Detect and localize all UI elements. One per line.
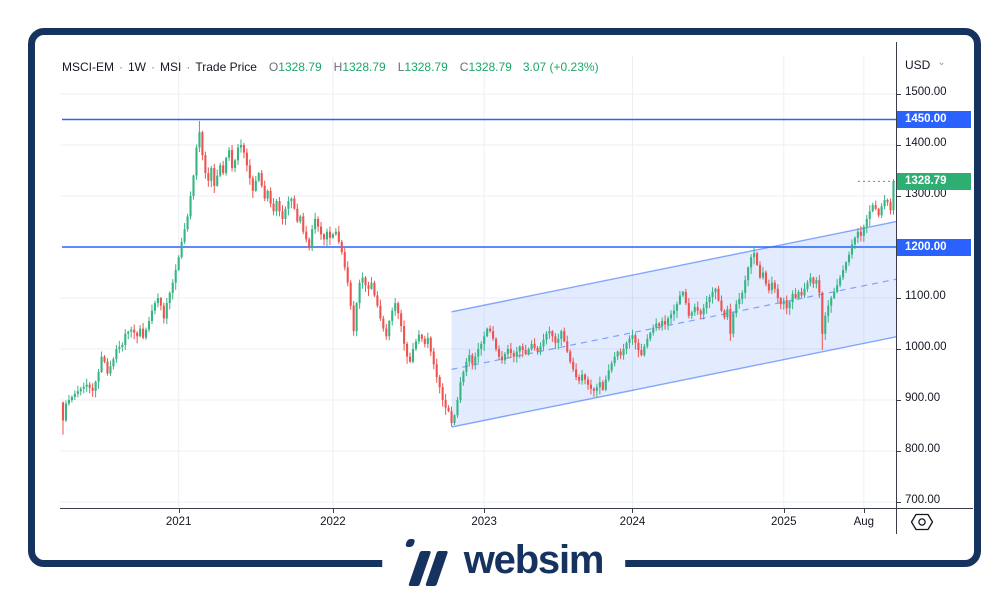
- close-value: C1328.79: [459, 60, 512, 74]
- currency-label: USD: [905, 58, 931, 72]
- price-tick-mark: [897, 298, 901, 299]
- change-value: 3.07 (+0.23%): [522, 60, 599, 74]
- feed-label: MSI: [160, 60, 182, 74]
- price-tick-mark: [897, 196, 901, 197]
- interval-label[interactable]: 1W: [128, 60, 146, 74]
- legend-separator: ·: [186, 60, 191, 74]
- low-value: L1328.79: [397, 60, 448, 74]
- price-tick-label: 900.00: [905, 392, 941, 404]
- price-tick-mark: [897, 502, 901, 503]
- websim-logo: websim: [381, 533, 626, 591]
- trend-channel[interactable]: [451, 221, 896, 428]
- open-value: O1328.79: [268, 60, 322, 74]
- chevron-down-icon: ⌄: [937, 57, 946, 68]
- time-tick-2024: 2024: [619, 516, 646, 528]
- price-badge-1200.00: 1200.00: [897, 238, 971, 256]
- chart-legend[interactable]: MSCI-EM · 1W · MSI · Trade Price O1328.7…: [62, 60, 599, 74]
- price-axis[interactable]: USD ⌄ 1500.00 1400.00 1300.00 1200.00 1100.0…: [897, 56, 973, 508]
- time-tick-mark: [332, 509, 334, 513]
- price-tick-label: 1100.00: [905, 290, 946, 302]
- price-tick-label: 800.00: [905, 443, 941, 455]
- price-badge-1328.79: 1328.79: [897, 172, 971, 190]
- websim-logo-icon: [404, 538, 449, 586]
- price-tick-mark: [897, 145, 901, 146]
- price-badge-1450.00: 1450.00: [897, 111, 971, 128]
- time-tick-mark: [178, 509, 180, 513]
- axis-corner: [897, 508, 973, 534]
- candles-layer: [61, 121, 895, 435]
- candlestick-plot[interactable]: [60, 56, 896, 508]
- price-tick-mark: [897, 349, 901, 350]
- price-tick-label: 700.00: [905, 494, 941, 506]
- time-axis[interactable]: 2021 2022 2023 2024 2025 Aug: [60, 508, 896, 534]
- time-tick-2023: 2023: [471, 516, 497, 528]
- legend-separator: ·: [119, 60, 123, 74]
- time-tick-2025: 2025: [770, 516, 797, 528]
- series-label: Trade Price: [195, 60, 257, 74]
- price-tick-mark: [897, 94, 901, 95]
- price-axis-separator: [896, 42, 897, 534]
- symbol-name[interactable]: MSCI-EM: [62, 60, 114, 74]
- price-tick-label: 1400.00: [905, 137, 947, 149]
- time-tick-mark: [632, 509, 634, 513]
- time-tick-mark: [484, 509, 486, 513]
- time-tick-Aug: Aug: [853, 516, 875, 528]
- time-tick-2022: 2022: [320, 516, 346, 528]
- high-value: H1328.79: [333, 60, 386, 74]
- logo-dot: [404, 539, 416, 547]
- currency-selector[interactable]: USD ⌄: [905, 57, 946, 73]
- price-tick-mark: [897, 451, 901, 452]
- time-tick-mark: [863, 509, 865, 513]
- time-tick-mark: [783, 509, 785, 513]
- price-tick-mark: [897, 400, 901, 401]
- price-tick-label: 1000.00: [905, 341, 947, 353]
- timezone-settings-icon[interactable]: [909, 512, 935, 537]
- time-tick-2021: 2021: [165, 516, 192, 528]
- websim-wordmark: websim: [463, 538, 605, 582]
- legend-separator: ·: [151, 60, 155, 74]
- price-tick-label: 1500.00: [905, 86, 947, 98]
- price-tick-label: 1300.00: [905, 188, 947, 200]
